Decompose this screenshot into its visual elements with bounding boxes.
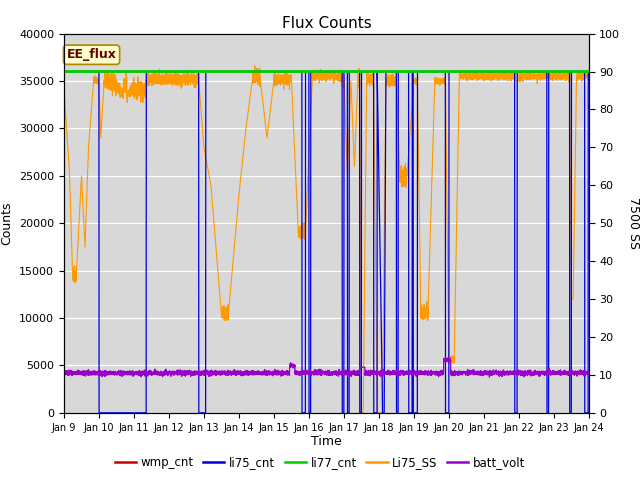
batt_volt (585, 372, 593, 378)
batt_volt (581, 370, 589, 375)
wmp_cnt (258, 69, 266, 74)
Line: batt_volt: batt_volt (64, 358, 589, 377)
li77_cnt (580, 69, 588, 74)
wmp_cnt (580, 69, 588, 74)
X-axis label: Time: Time (311, 435, 342, 448)
wmp_cnt (188, 69, 195, 74)
li77_cnt (258, 69, 266, 74)
li75_cnt (258, 69, 266, 74)
li77_cnt (188, 69, 195, 74)
li75_cnt (95, 410, 103, 416)
li75_cnt (296, 69, 303, 74)
Li75_SS (185, 79, 193, 85)
Li75_SS (60, 87, 68, 93)
li75_cnt (182, 69, 190, 74)
batt_volt (486, 374, 493, 380)
li77_cnt (585, 69, 593, 74)
Y-axis label: Counts: Counts (1, 202, 13, 245)
Y-axis label: 7500 SS: 7500 SS (627, 197, 639, 249)
batt_volt (188, 369, 195, 374)
batt_volt (444, 355, 452, 360)
Li75_SS (296, 233, 303, 239)
batt_volt (295, 372, 303, 378)
wmp_cnt (60, 69, 68, 74)
li75_cnt (585, 69, 593, 74)
wmp_cnt (185, 69, 193, 74)
Li75_SS (182, 73, 189, 79)
Li75_SS (258, 91, 266, 96)
Legend: wmp_cnt, li75_cnt, li77_cnt, Li75_SS, batt_volt: wmp_cnt, li75_cnt, li77_cnt, Li75_SS, ba… (110, 452, 530, 474)
Li75_SS (251, 63, 259, 69)
Li75_SS (188, 76, 195, 82)
batt_volt (185, 369, 193, 374)
wmp_cnt (182, 69, 189, 74)
li75_cnt (581, 410, 589, 416)
batt_volt (182, 369, 189, 374)
Li75_SS (585, 72, 593, 78)
wmp_cnt (585, 69, 593, 74)
Line: Li75_SS: Li75_SS (64, 66, 589, 413)
Li75_SS (358, 410, 365, 416)
wmp_cnt (295, 69, 303, 74)
li77_cnt (185, 69, 193, 74)
batt_volt (60, 370, 68, 375)
li75_cnt (188, 69, 195, 74)
batt_volt (258, 370, 266, 376)
Text: EE_flux: EE_flux (67, 48, 116, 61)
Li75_SS (581, 75, 589, 81)
li75_cnt (185, 69, 193, 74)
Title: Flux Counts: Flux Counts (282, 16, 371, 31)
li75_cnt (60, 69, 68, 74)
li77_cnt (182, 69, 189, 74)
Line: li75_cnt: li75_cnt (64, 72, 589, 413)
li77_cnt (295, 69, 303, 74)
li77_cnt (60, 69, 68, 74)
